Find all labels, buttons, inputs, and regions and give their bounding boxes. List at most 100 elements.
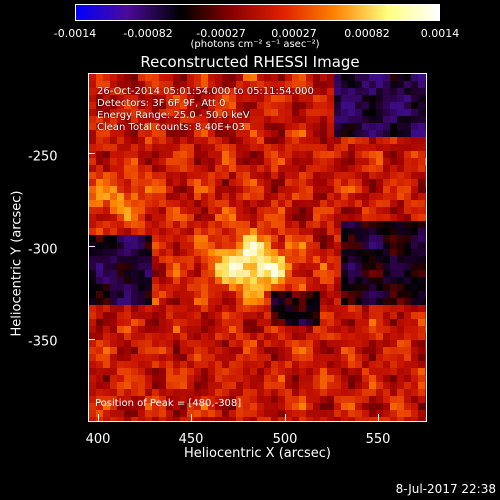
- heatmap-cell: [152, 102, 159, 109]
- heatmap-cell: [348, 193, 355, 200]
- heatmap-cell: [180, 277, 187, 284]
- heatmap-cell: [208, 298, 215, 305]
- heatmap-cell: [131, 151, 138, 158]
- heatmap-cell: [103, 410, 110, 417]
- heatmap-cell: [187, 249, 194, 256]
- heatmap-cell: [124, 116, 131, 123]
- heatmap-cell: [390, 102, 397, 109]
- heatmap-cell: [222, 410, 229, 417]
- heatmap-cell: [96, 186, 103, 193]
- heatmap-cell: [320, 88, 327, 95]
- heatmap-cell: [404, 270, 411, 277]
- heatmap-cell: [327, 88, 334, 95]
- heatmap-cell: [194, 214, 201, 221]
- heatmap-cell: [96, 382, 103, 389]
- heatmap-cell: [362, 298, 369, 305]
- heatmap-cell: [362, 333, 369, 340]
- heatmap-cell: [131, 109, 138, 116]
- heatmap-cell: [285, 158, 292, 165]
- heatmap-cell: [292, 81, 299, 88]
- heatmap-cell: [117, 235, 124, 242]
- heatmap-cell: [194, 144, 201, 151]
- heatmap-cell: [257, 354, 264, 361]
- heatmap-cell: [180, 298, 187, 305]
- heatmap-cell: [138, 193, 145, 200]
- heatmap-cell: [236, 333, 243, 340]
- heatmap-cell: [96, 151, 103, 158]
- heatmap-cell: [264, 256, 271, 263]
- heatmap-cell: [397, 158, 404, 165]
- heatmap-cell: [327, 95, 334, 102]
- heatmap-cell: [348, 88, 355, 95]
- heatmap-cell: [173, 130, 180, 137]
- heatmap-cell: [404, 214, 411, 221]
- heatmap-cell: [250, 214, 257, 221]
- heatmap-cell: [152, 137, 159, 144]
- heatmap-cell: [152, 284, 159, 291]
- heatmap-cell: [306, 277, 313, 284]
- heatmap-cell: [152, 186, 159, 193]
- heatmap-cell: [390, 235, 397, 242]
- heatmap-cell: [152, 396, 159, 403]
- heatmap-cell: [327, 207, 334, 214]
- heatmap-cell: [131, 403, 138, 410]
- heatmap-cell: [187, 333, 194, 340]
- heatmap-cell: [264, 130, 271, 137]
- heatmap-cell: [145, 193, 152, 200]
- heatmap-cell: [180, 88, 187, 95]
- heatmap-cell: [425, 235, 426, 242]
- heatmap-cell: [243, 95, 250, 102]
- heatmap-cell: [383, 221, 390, 228]
- heatmap-cell: [411, 228, 418, 235]
- heatmap-cell: [271, 214, 278, 221]
- heatmap-cell: [201, 312, 208, 319]
- heatmap-cell: [299, 151, 306, 158]
- heatmap-cell: [208, 333, 215, 340]
- heatmap-cell: [222, 109, 229, 116]
- heatmap-cell: [222, 137, 229, 144]
- heatmap-cell: [124, 81, 131, 88]
- heatmap-cell: [180, 214, 187, 221]
- heatmap-cell: [327, 200, 334, 207]
- heatmap-cell: [418, 291, 425, 298]
- heatmap-cell: [124, 284, 131, 291]
- heatmap-cell: [369, 298, 376, 305]
- heatmap-cell: [292, 165, 299, 172]
- heatmap-cell: [369, 95, 376, 102]
- heatmap-cell: [390, 95, 397, 102]
- heatmap-cell: [187, 354, 194, 361]
- heatmap-cell: [278, 256, 285, 263]
- heatmap-cell: [299, 298, 306, 305]
- heatmap-cell: [89, 382, 96, 389]
- heatmap-cell: [376, 263, 383, 270]
- heatmap-cell: [131, 81, 138, 88]
- heatmap-cell: [257, 270, 264, 277]
- heatmap-cell: [411, 221, 418, 228]
- heatmap-cell: [271, 298, 278, 305]
- heatmap-cell: [264, 242, 271, 249]
- heatmap-cell: [208, 375, 215, 382]
- heatmap-cell: [390, 144, 397, 151]
- heatmap-cell: [320, 375, 327, 382]
- heatmap-cell: [180, 221, 187, 228]
- heatmap-cell: [348, 389, 355, 396]
- heatmap-cell: [306, 368, 313, 375]
- heatmap-cell: [110, 144, 117, 151]
- heatmap-cell: [117, 270, 124, 277]
- heatmap-cell: [194, 158, 201, 165]
- heatmap-cell: [145, 410, 152, 417]
- heatmap-cell: [257, 319, 264, 326]
- heatmap-cell: [173, 263, 180, 270]
- heatmap-cell: [159, 284, 166, 291]
- heatmap-cell: [222, 256, 229, 263]
- heatmap-cell: [348, 403, 355, 410]
- heatmap-cell: [355, 305, 362, 312]
- heatmap-cell: [159, 123, 166, 130]
- colorbar-tick: -0.0014: [53, 27, 97, 40]
- heatmap-cell: [222, 179, 229, 186]
- heatmap-cell: [89, 249, 96, 256]
- heatmap-cell: [159, 333, 166, 340]
- heatmap-cell: [152, 200, 159, 207]
- heatmap-cell: [313, 305, 320, 312]
- heatmap-cell: [201, 193, 208, 200]
